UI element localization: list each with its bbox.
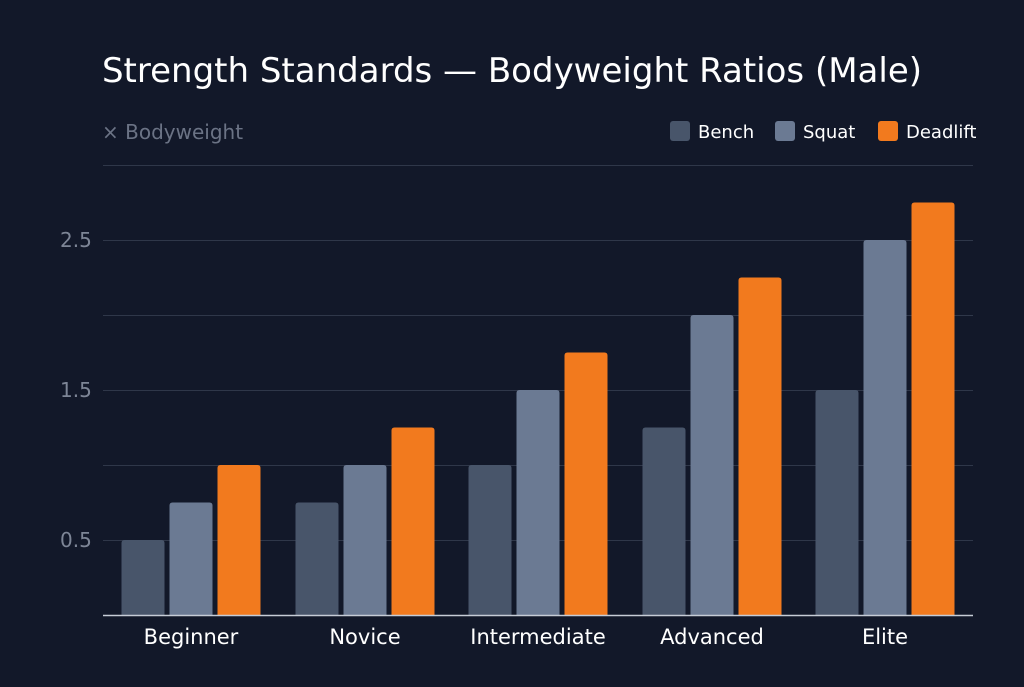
bars	[121, 202, 955, 615]
bar-squat-advanced	[690, 315, 734, 615]
x-tick-label: Beginner	[144, 625, 239, 649]
y-tick-label: 2.5	[60, 228, 92, 252]
bar-bench-intermediate	[468, 465, 512, 615]
bar-bench-novice	[295, 502, 339, 615]
legend-item-deadlift: Deadlift	[878, 121, 976, 143]
x-tick-label: Advanced	[660, 625, 764, 649]
legend-item-bench: Bench	[670, 121, 754, 143]
legend-label: Deadlift	[906, 122, 976, 143]
bar-deadlift-novice	[391, 427, 435, 615]
bar-bench-advanced	[642, 427, 686, 615]
x-tick-label: Intermediate	[470, 625, 606, 649]
legend-label: Squat	[803, 122, 855, 143]
bar-bench-elite	[815, 390, 859, 615]
legend: Bench Squat Deadlift	[670, 121, 976, 143]
y-tick-label: 0.5	[60, 528, 92, 552]
bar-bench-beginner	[121, 540, 165, 615]
y-tick-label: 1.5	[60, 378, 92, 402]
bar-deadlift-elite	[911, 202, 955, 615]
bar-squat-elite	[863, 240, 907, 615]
bar-deadlift-beginner	[217, 465, 261, 615]
x-tick-label: Elite	[862, 625, 908, 649]
bar-squat-beginner	[169, 502, 213, 615]
legend-label: Bench	[698, 122, 754, 143]
legend-swatch	[878, 121, 898, 141]
x-tick-label: Novice	[329, 625, 400, 649]
legend-swatch	[775, 121, 795, 141]
x-axis-ticks: Beginner Novice Intermediate Advanced Elite	[144, 625, 908, 649]
y-axis-label: × Bodyweight	[102, 120, 243, 144]
y-axis-ticks: 0.5 1.5 2.5	[60, 228, 92, 552]
chart-title: Strength Standards — Bodyweight Ratios (…	[102, 51, 922, 91]
bar-deadlift-advanced	[738, 277, 782, 615]
bar-squat-novice	[343, 465, 387, 615]
legend-item-squat: Squat	[775, 121, 855, 143]
bar-squat-intermediate	[516, 390, 560, 615]
bar-deadlift-intermediate	[564, 352, 608, 615]
legend-swatch	[670, 121, 690, 141]
